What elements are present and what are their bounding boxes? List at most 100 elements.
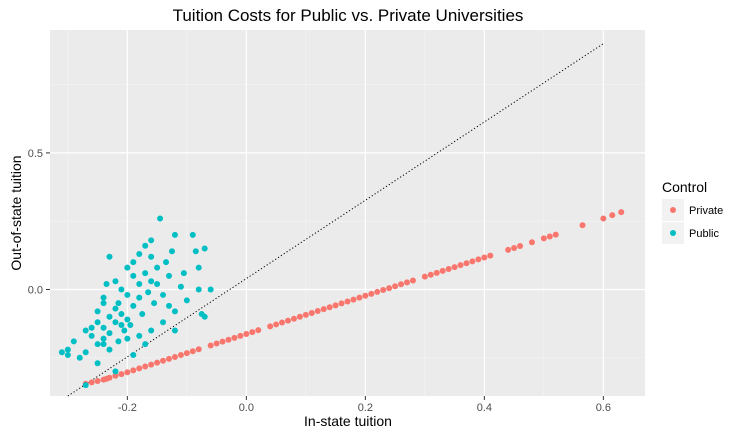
public-point [189,231,196,238]
public-point [171,327,178,334]
private-point [433,269,440,276]
private-point [279,319,286,326]
private-point [237,332,244,339]
public-point [106,313,113,320]
public-point [88,324,95,331]
public-point [180,270,187,277]
public-point [183,297,190,304]
public-point [154,281,161,288]
data-points [58,209,625,389]
x-tick-label: 0.2 [358,402,373,414]
private-point [427,271,434,278]
public-point [171,231,178,238]
public-point [142,242,149,249]
private-point [338,300,345,307]
x-axis-ticks: -0.2 0.0 0.2 0.4 0.6 [118,396,611,414]
x-axis-title: In-state tuition [304,413,392,429]
private-point [213,340,220,347]
y-axis-ticks: 0.0 0.5 [28,148,50,296]
private-point [618,209,625,216]
private-point [579,222,586,229]
private-point [290,315,297,322]
public-point [100,300,107,307]
public-point [130,302,137,309]
private-point [609,212,616,219]
x-tick-label: 0.0 [239,402,254,414]
public-point [160,291,167,298]
public-point [112,319,119,326]
private-point [451,264,458,271]
public-point [130,272,137,279]
private-point [148,361,155,368]
public-point [118,321,125,328]
public-point [124,335,131,342]
public-point [94,341,101,348]
private-point [600,215,607,222]
private-point [142,363,149,370]
private-point [118,371,125,378]
public-point [82,327,89,334]
private-point [207,342,214,349]
private-point [320,306,327,313]
private-point [469,258,476,265]
private-point [350,296,357,303]
private-point [380,287,387,294]
public-point [201,313,208,320]
public-point [136,332,143,339]
private-point [314,308,321,315]
private-point [255,327,262,334]
legend-key-public [670,230,676,236]
x-tick-label: 0.6 [596,402,611,414]
private-point [195,346,202,353]
private-point [285,317,291,324]
public-point [58,349,65,356]
public-point [166,272,172,279]
public-point [142,270,149,277]
private-point [445,265,452,272]
public-point [157,215,164,222]
private-point [171,353,178,360]
legend-title: Control [662,179,707,195]
public-point [148,327,155,334]
public-point [177,283,184,290]
public-point [166,302,172,309]
private-point [386,285,393,292]
y-tick-label: 0.5 [28,148,43,160]
private-point [136,365,143,372]
private-point [374,288,381,295]
public-point [139,311,146,318]
public-point [195,264,202,271]
x-tick-label: -0.2 [118,402,137,414]
legend: Control Private Public [662,179,723,244]
public-point [136,250,143,257]
private-point [154,359,161,366]
public-point [160,319,167,326]
public-point [100,335,107,342]
public-point [154,264,161,271]
private-point [130,367,137,374]
legend-label-public: Public [689,228,719,240]
private-point [308,309,315,316]
public-point [207,286,214,293]
reference-line-group [67,43,604,397]
private-point [273,321,280,328]
public-point [148,278,155,285]
public-point [94,319,101,326]
private-point [296,313,303,320]
private-point [368,290,375,297]
y-tick-label: 0.0 [28,284,43,296]
public-point [130,259,137,266]
private-point [356,294,363,301]
public-point [142,341,149,348]
public-point [136,294,143,301]
private-point [219,338,226,345]
public-point [112,305,119,312]
legend-key-private [670,207,676,213]
public-point [94,308,101,315]
public-point [103,281,110,288]
public-point [168,248,175,255]
private-point [183,350,190,357]
public-point [171,308,178,315]
private-point [546,233,553,240]
private-point [475,256,482,263]
